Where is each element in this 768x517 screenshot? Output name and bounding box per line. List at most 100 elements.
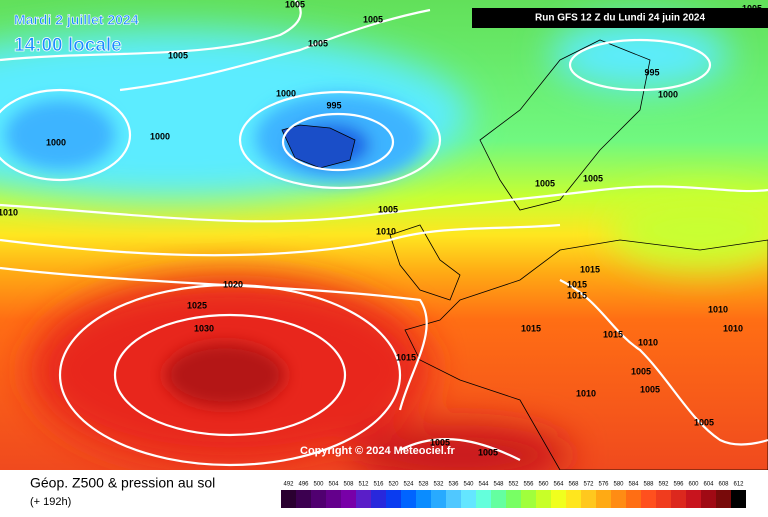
isobar-label: 995: [326, 100, 341, 110]
scale-label: 512: [358, 482, 369, 488]
scale-label: 548: [493, 482, 504, 488]
scale-label: 560: [538, 482, 549, 488]
scale-label: 612: [733, 482, 744, 488]
scale-swatch: [476, 490, 491, 508]
isobar-label: 1005: [640, 384, 660, 394]
scale-label: 600: [688, 482, 699, 488]
isobar-label: 1015: [521, 323, 541, 333]
scale-label: 596: [673, 482, 684, 488]
isobar-label: 1015: [603, 329, 623, 339]
isobar-label: 1010: [576, 388, 596, 398]
isobar-label: 1005: [631, 366, 651, 376]
isobar-label: 995: [644, 67, 659, 77]
scale-label: 556: [523, 482, 534, 488]
isobar-label: 1010: [638, 337, 658, 347]
footer-title: Géop. Z500 & pression au sol: [30, 475, 215, 491]
isobar-label: 1005: [308, 38, 328, 48]
scale-label: 524: [403, 482, 414, 488]
scale-swatch: [671, 490, 686, 508]
isobar-label: 1005: [363, 14, 383, 24]
isobar-label: 1005: [478, 447, 498, 457]
scale-label: 576: [598, 482, 609, 488]
scale-swatch: [641, 490, 656, 508]
run-banner: [472, 8, 768, 28]
scale-label: 580: [613, 482, 624, 488]
isobar-label: 1010: [0, 207, 18, 217]
isobar-label: 1005: [430, 437, 450, 447]
scale-label: 532: [433, 482, 444, 488]
scale-swatch: [611, 490, 626, 508]
isobar-label: 1000: [46, 137, 66, 147]
scale-swatch: [401, 490, 416, 508]
scale-swatch: [431, 490, 446, 508]
scale-swatch: [311, 490, 326, 508]
scale-label: 588: [643, 482, 654, 488]
isobar-label: 1015: [396, 352, 416, 362]
isobar-label: 1000: [658, 89, 678, 99]
scale-swatch: [416, 490, 431, 508]
scale-swatch: [581, 490, 596, 508]
run-info: Run GFS 12 Z du Lundi 24 juin 2024: [535, 13, 705, 24]
scale-label: 528: [418, 482, 429, 488]
isobar-label: 1000: [276, 88, 296, 98]
isobar-label: 1010: [708, 304, 728, 314]
scale-swatch: [686, 490, 701, 508]
isobar-label: 1010: [376, 226, 396, 236]
scale-label: 504: [328, 482, 339, 488]
scale-swatch: [296, 490, 311, 508]
isobar-label: 1015: [567, 279, 587, 289]
scale-label: 508: [343, 482, 354, 488]
valid-time: 14:00 locale: [14, 35, 122, 56]
copyright: Copyright © 2024 Meteociel.fr: [300, 445, 456, 457]
scale-swatch: [341, 490, 356, 508]
scale-swatch: [506, 490, 521, 508]
scale-label: 592: [658, 482, 669, 488]
isobar-label: 1030: [194, 323, 214, 333]
scale-swatch: [371, 490, 386, 508]
scale-label: 568: [568, 482, 579, 488]
scale-label: 500: [313, 482, 324, 488]
scale-swatch: [716, 490, 731, 508]
scale-swatch: [281, 490, 296, 508]
scale-swatch: [656, 490, 671, 508]
scale-swatch: [356, 490, 371, 508]
scale-swatch: [446, 490, 461, 508]
scale-label: 520: [388, 482, 399, 488]
isobar-labels: 1005 1005 1005 1005 1000 995 1000 1000 995 1000 10…: [0, 0, 762, 457]
scale-swatch: [326, 490, 341, 508]
scale-swatch: [596, 490, 611, 508]
isobar-label: 1010: [723, 323, 743, 333]
scale-label: 564: [553, 482, 564, 488]
scale-label: 608: [718, 482, 729, 488]
isobar-label: 1005: [168, 50, 188, 60]
scale-label: 584: [628, 482, 639, 488]
isobar-label: 1000: [150, 131, 170, 141]
isobars: [0, 0, 768, 465]
scale-label: 492: [283, 482, 294, 488]
scale-label: 572: [583, 482, 594, 488]
scale-swatch: [701, 490, 716, 508]
isobar-label: 1005: [583, 173, 603, 183]
scale-label: 604: [703, 482, 714, 488]
scale-swatch: [731, 490, 746, 508]
scale-label: 536: [448, 482, 459, 488]
scale-swatch: [386, 490, 401, 508]
scale-swatch: [626, 490, 641, 508]
scale-label: 540: [463, 482, 474, 488]
isobar-label: 1005: [285, 0, 305, 9]
isobar-label: 1005: [535, 178, 555, 188]
isobar-label: 1020: [223, 279, 243, 289]
isobar-label: 1005: [694, 417, 714, 427]
isobar-label: 1005: [378, 204, 398, 214]
scale-label: 552: [508, 482, 519, 488]
isobar-label: 1025: [187, 300, 207, 310]
scale-swatch: [521, 490, 536, 508]
color-scale: 492 496 500 504 508 512 516 520 524 528 532 536 540 5…: [281, 482, 746, 508]
forecast-lead: (+ 192h): [30, 496, 71, 508]
scale-swatch: [461, 490, 476, 508]
scale-swatch: [491, 490, 506, 508]
scale-swatch: [551, 490, 566, 508]
scale-label: 544: [478, 482, 489, 488]
scale-label: 496: [298, 482, 309, 488]
